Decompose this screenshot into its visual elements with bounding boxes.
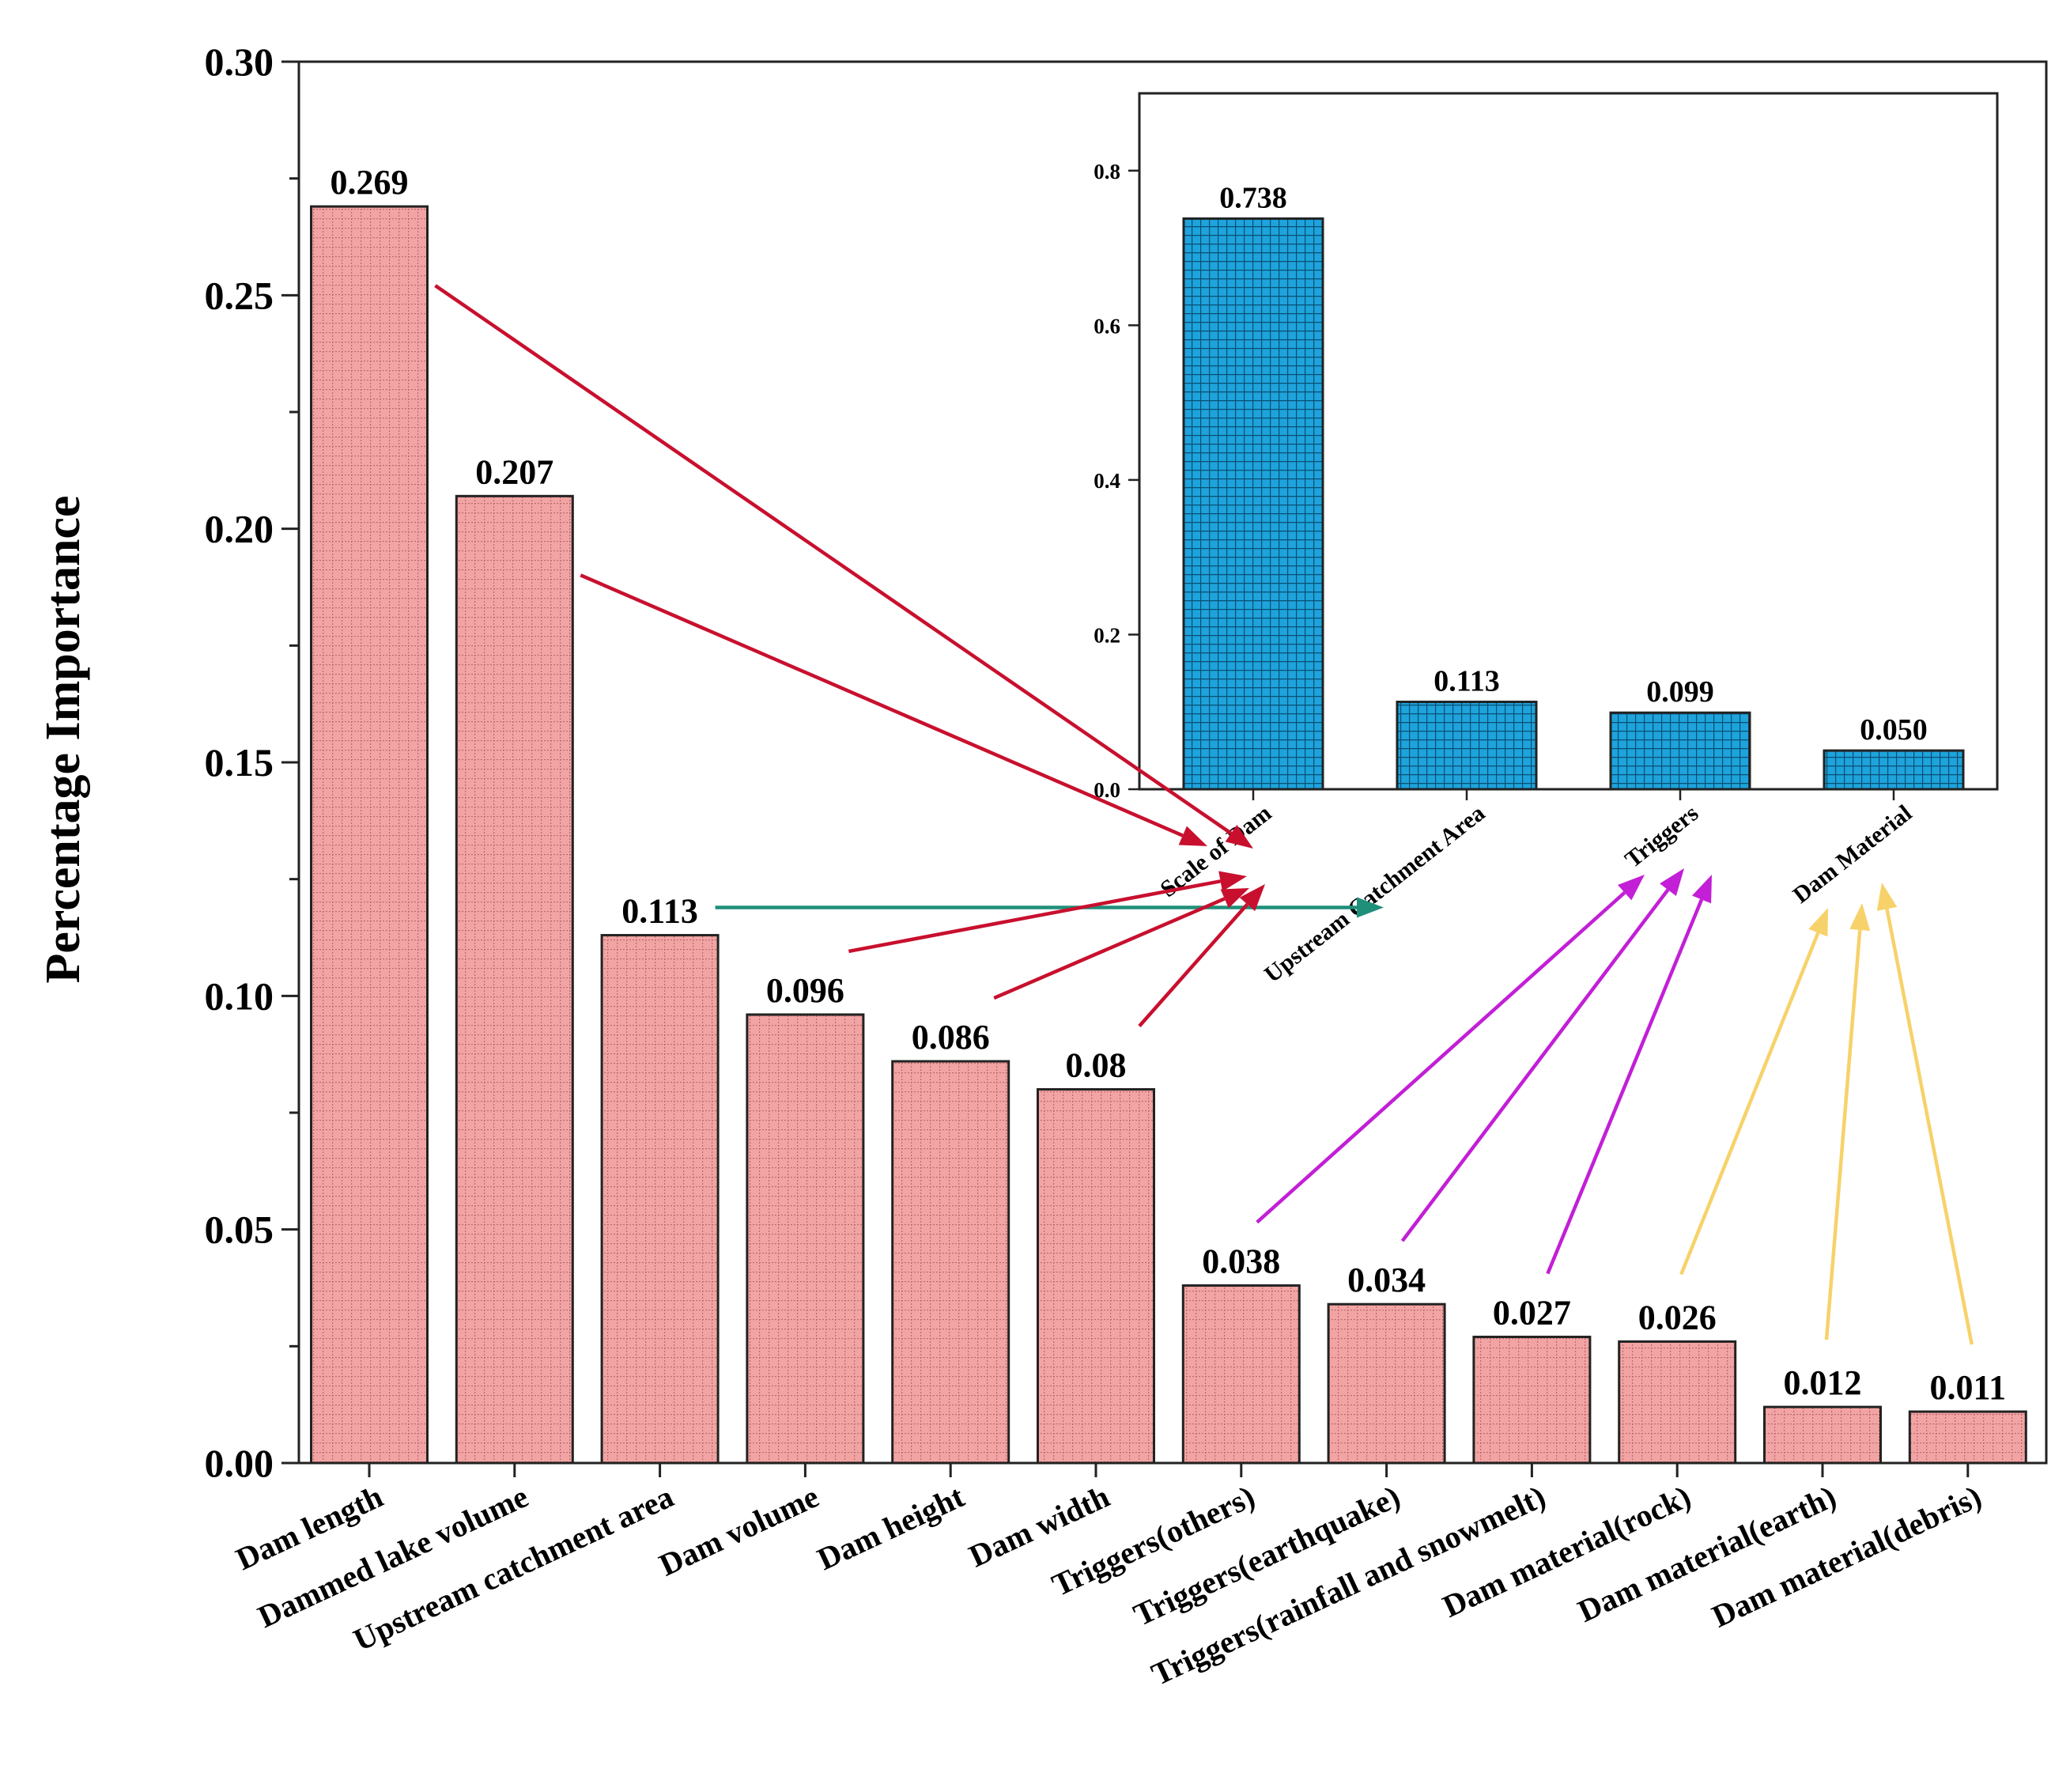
y-tick-label: 0.20 xyxy=(205,507,274,551)
x-tick-label: Dam material(earth) xyxy=(1573,1478,1841,1629)
inset-y-axis: 0.00.20.40.60.8 xyxy=(1094,160,1139,802)
bar-dammed-lake-volume xyxy=(455,494,574,1465)
inset-x-tick-label: Scale of Dam xyxy=(1155,800,1276,903)
inset-x-tick-label: Dam Material xyxy=(1789,800,1917,909)
main-bars: 0.269 0.207 0.113 0.096 0.086 0.08 0.038 0.034 0… xyxy=(310,163,2027,1465)
arrow-to-scale-of-dam xyxy=(580,573,1184,837)
bar-value-label: 0.026 xyxy=(1638,1298,1717,1336)
arrow-to-scale-of-dam-head xyxy=(1239,884,1265,912)
inset-x-tick-label: Triggers xyxy=(1620,800,1703,873)
arrow-to-scale-of-dam xyxy=(993,897,1226,1000)
bar-dam-material-earth xyxy=(1763,1405,1882,1465)
inset-bar-triggers xyxy=(1609,711,1751,791)
arrow-to-scale-of-dam xyxy=(434,284,1233,835)
arrow-to-scale-of-dam-head xyxy=(1178,826,1207,846)
inset-y-tick-label: 0.8 xyxy=(1094,160,1120,183)
y-tick-label: 0.15 xyxy=(205,740,274,784)
arrow-to-dam-material xyxy=(1824,929,1862,1340)
bar-dam-volume xyxy=(746,1013,865,1465)
inset-y-tick-label: 0.4 xyxy=(1094,469,1120,493)
inset-bar-value-label: 0.113 xyxy=(1434,665,1499,698)
arrow-to-triggers-head xyxy=(1660,868,1684,896)
bar-dam-material-debris xyxy=(1908,1410,2027,1465)
inset-bar-upstream-catchment-area xyxy=(1396,701,1538,791)
arrow-to-dam-material-head xyxy=(1808,908,1828,937)
y-tick-label: 0.00 xyxy=(205,1441,274,1485)
y-tick-label: 0.05 xyxy=(205,1208,274,1252)
x-tick-label: Dam volume xyxy=(654,1478,824,1582)
inset-bars: 0.738 0.113 0.099 0.050 xyxy=(1182,181,1965,791)
main-y-axis: 0.00 0.05 0.10 0.15 0.20 0.25 0.30 xyxy=(205,40,299,1485)
bar-value-label: 0.096 xyxy=(766,971,844,1010)
inset-bar-value-label: 0.099 xyxy=(1646,675,1714,709)
inset-bar-value-label: 0.738 xyxy=(1219,181,1287,214)
arrow-to-dam-material-head xyxy=(1849,903,1871,931)
arrow-to-scale-of-dam-head xyxy=(1218,871,1247,892)
arrow-to-dam-material xyxy=(1679,932,1820,1276)
inset-bar-dam-material xyxy=(1823,749,1965,791)
bar-value-label: 0.011 xyxy=(1930,1368,2007,1407)
bar-value-label: 0.038 xyxy=(1202,1242,1280,1281)
inset-bar-value-label: 0.050 xyxy=(1860,713,1928,747)
bar-upstream-catchment-area xyxy=(600,934,720,1465)
arrow-to-scale-of-dam xyxy=(848,879,1222,954)
inset-bar-scale-of-dam xyxy=(1182,217,1324,791)
arrow-to-scale-of-dam-head xyxy=(1220,888,1249,909)
bar-value-label: 0.269 xyxy=(331,163,409,202)
y-tick-label: 0.25 xyxy=(205,273,274,317)
bar-value-label: 0.012 xyxy=(1784,1363,1862,1402)
y-tick-label: 0.10 xyxy=(205,974,274,1018)
arrow-to-scale-of-dam-head xyxy=(1225,825,1253,849)
bar-value-label: 0.113 xyxy=(621,892,698,931)
x-tick-label: Dam material(rock) xyxy=(1437,1478,1696,1624)
y-axis-title: Percentage Importance xyxy=(36,496,90,984)
arrow-to-scale-of-dam xyxy=(1138,902,1249,1027)
inset-x-tick-label: Upstream Catchment Area xyxy=(1260,800,1490,989)
arrow-to-triggers-head xyxy=(1692,875,1712,904)
bar-value-label: 0.027 xyxy=(1493,1294,1571,1333)
x-tick-label: Dam height xyxy=(812,1478,970,1577)
arrow-to-upstream-catchment-area-head xyxy=(1357,897,1384,918)
bar-triggers-rainfall-and-snowmelt xyxy=(1472,1336,1592,1465)
bar-dam-material-rock xyxy=(1618,1340,1737,1465)
inset-y-tick-label: 0.6 xyxy=(1094,314,1120,338)
bar-value-label: 0.08 xyxy=(1066,1045,1127,1084)
bar-triggers-earthquake xyxy=(1327,1302,1446,1465)
x-tick-label: Dam material(debris) xyxy=(1706,1478,1986,1634)
bar-value-label: 0.207 xyxy=(475,452,553,491)
bar-triggers-others xyxy=(1181,1284,1301,1465)
bar-dam-width xyxy=(1037,1087,1155,1465)
bar-dam-height xyxy=(891,1060,1010,1465)
bar-value-label: 0.086 xyxy=(912,1018,990,1057)
bar-dam-length xyxy=(310,205,429,1465)
y-tick-label: 0.30 xyxy=(205,40,274,84)
arrow-to-triggers xyxy=(1256,891,1626,1224)
arrow-to-dam-material xyxy=(1885,908,1974,1345)
bar-value-label: 0.034 xyxy=(1347,1261,1426,1299)
arrow-to-triggers xyxy=(1400,888,1670,1242)
mapping-arrows xyxy=(434,284,1974,1345)
inset-y-tick-label: 0.2 xyxy=(1094,623,1120,647)
arrow-to-triggers xyxy=(1546,898,1704,1275)
arrow-to-triggers-head xyxy=(1618,875,1645,901)
arrow-to-dam-material-head xyxy=(1876,883,1898,911)
